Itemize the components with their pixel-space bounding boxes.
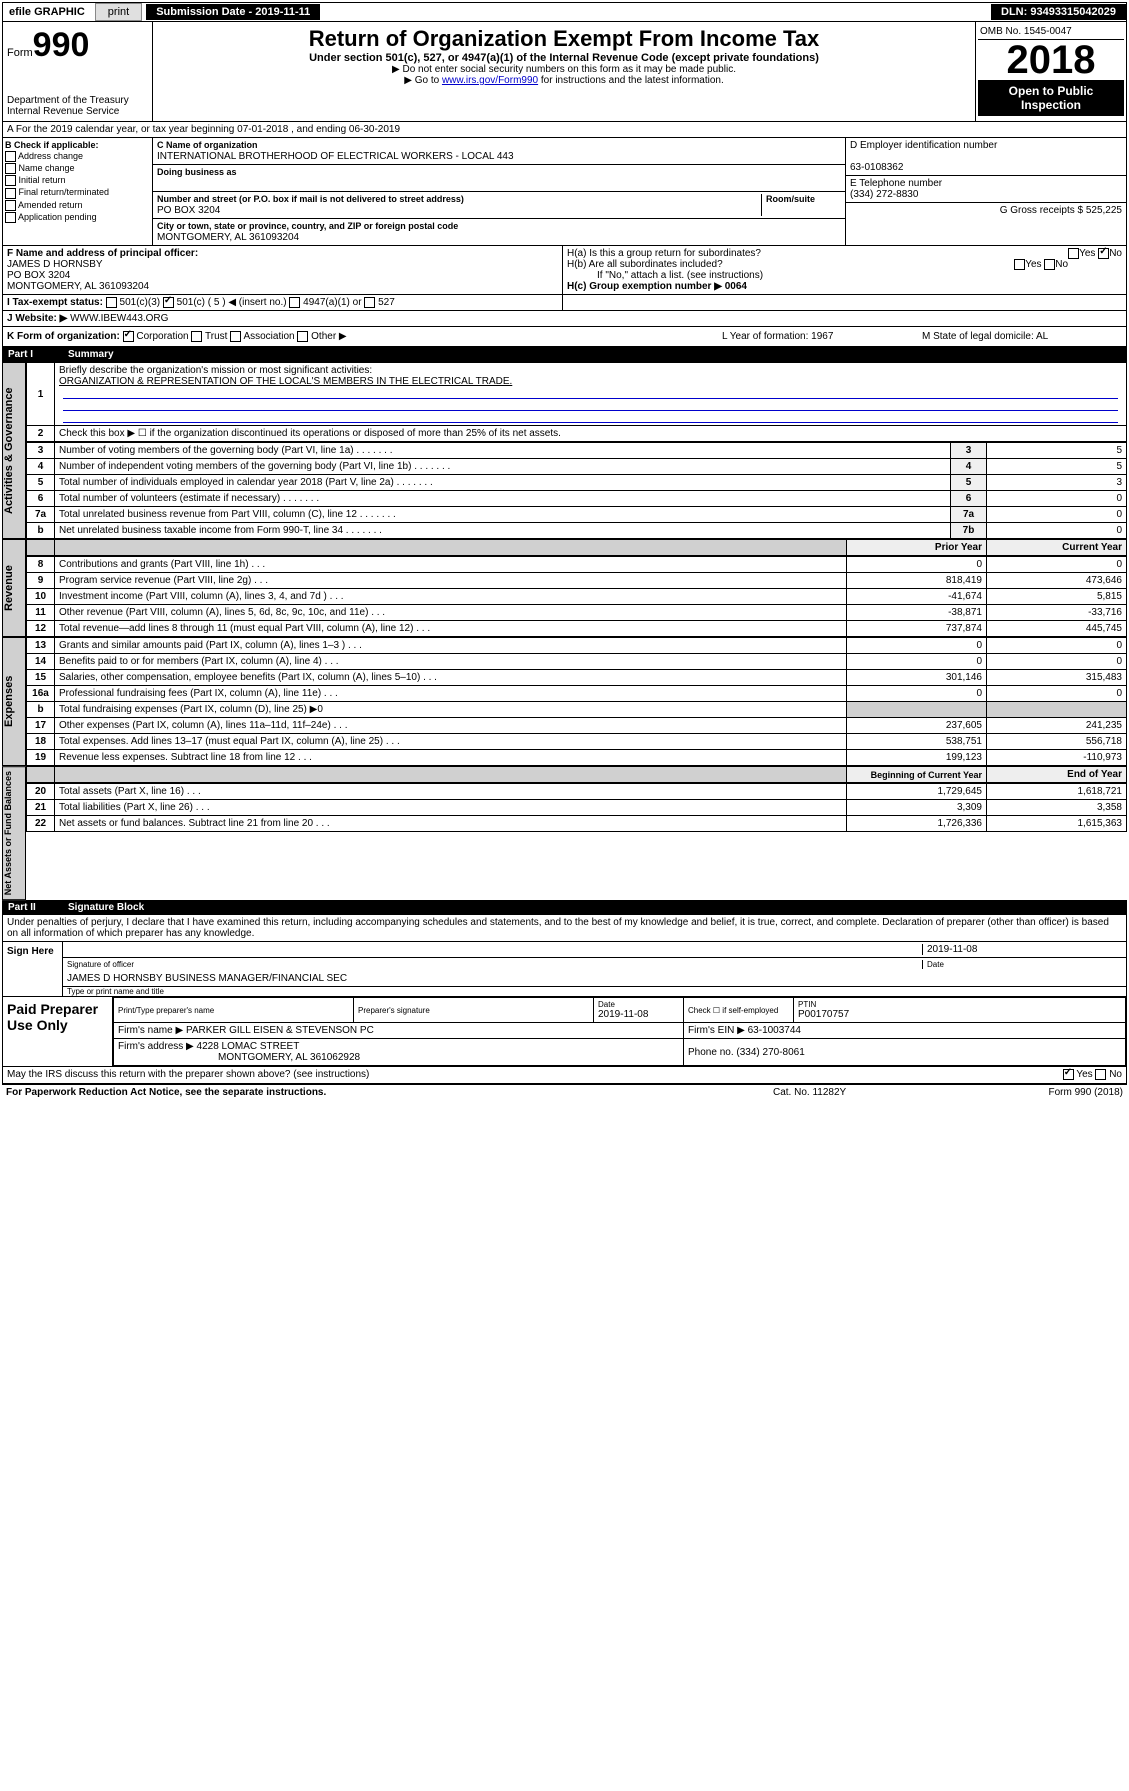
trust-checkbox[interactable] bbox=[191, 331, 202, 342]
expenses-label: Expenses bbox=[2, 637, 26, 766]
paid-preparer-label: Paid Preparer Use Only bbox=[3, 997, 113, 1066]
table-row: 10Investment income (Part VIII, column (… bbox=[27, 589, 1127, 605]
table-row: 22Net assets or fund balances. Subtract … bbox=[27, 816, 1127, 832]
table-row: 8Contributions and grants (Part VIII, li… bbox=[27, 557, 1127, 573]
amended-return-checkbox[interactable] bbox=[5, 200, 16, 211]
officer-signature: JAMES D HORNSBY BUSINESS MANAGER/FINANCI… bbox=[67, 973, 1122, 984]
dept: Department of the Treasury Internal Reve… bbox=[7, 95, 148, 117]
other-checkbox[interactable] bbox=[297, 331, 308, 342]
print-button[interactable]: print bbox=[95, 3, 142, 21]
col-b: B Check if applicable: Address change Na… bbox=[3, 138, 153, 245]
table-row: 4Number of independent voting members of… bbox=[27, 459, 1127, 475]
mission: ORGANIZATION & REPRESENTATION OF THE LOC… bbox=[59, 376, 512, 387]
table-row: 9Program service revenue (Part VIII, lin… bbox=[27, 573, 1127, 589]
hb-yes[interactable] bbox=[1014, 259, 1025, 270]
527-checkbox[interactable] bbox=[364, 297, 375, 308]
table-row: 6Total number of volunteers (estimate if… bbox=[27, 491, 1127, 507]
address: PO BOX 3204 bbox=[157, 205, 220, 216]
tax-year: 2018 bbox=[978, 40, 1124, 80]
table-row: bNet unrelated business taxable income f… bbox=[27, 523, 1127, 539]
revenue-label: Revenue bbox=[2, 539, 26, 637]
501c3-checkbox[interactable] bbox=[106, 297, 117, 308]
table-row: 21Total liabilities (Part X, line 26) . … bbox=[27, 800, 1127, 816]
period-row: A For the 2019 calendar year, or tax yea… bbox=[2, 122, 1127, 138]
501c-checkbox[interactable] bbox=[163, 297, 174, 308]
info-box: B Check if applicable: Address change Na… bbox=[2, 138, 1127, 246]
discuss-question: May the IRS discuss this return with the… bbox=[7, 1069, 1063, 1080]
cat-no: Cat. No. 11282Y bbox=[773, 1087, 973, 1098]
ein: 63-0108362 bbox=[850, 162, 903, 173]
governance-label: Activities & Governance bbox=[2, 362, 26, 539]
hb-no[interactable] bbox=[1044, 259, 1055, 270]
firm-ein: 63-1003744 bbox=[748, 1025, 801, 1036]
part2-header: Part II Signature Block bbox=[2, 900, 1127, 915]
ha-no[interactable] bbox=[1098, 248, 1109, 259]
part1-header: Part I Summary bbox=[2, 347, 1127, 362]
4947-checkbox[interactable] bbox=[289, 297, 300, 308]
form-word: Form bbox=[7, 47, 33, 59]
form-subtitle: Under section 501(c), 527, or 4947(a)(1)… bbox=[157, 52, 971, 64]
form-title: Return of Organization Exempt From Incom… bbox=[157, 26, 971, 52]
discuss-yes[interactable] bbox=[1063, 1069, 1074, 1080]
instructions-link[interactable]: www.irs.gov/Form990 bbox=[442, 75, 538, 86]
corp-checkbox[interactable] bbox=[123, 331, 134, 342]
form-footer: Form 990 (2018) bbox=[973, 1087, 1123, 1098]
group-exemption: H(c) Group exemption number ▶ 0064 bbox=[567, 281, 1122, 292]
form-number: 990 bbox=[33, 26, 90, 64]
efile-label: efile GRAPHIC bbox=[3, 4, 91, 20]
year-formation: L Year of formation: 1967 bbox=[722, 331, 922, 342]
note1: ▶ Do not enter social security numbers o… bbox=[157, 64, 971, 75]
note2: ▶ Go to www.irs.gov/Form990 for instruct… bbox=[157, 75, 971, 86]
table-row: 14Benefits paid to or for members (Part … bbox=[27, 654, 1127, 670]
gross-receipts: G Gross receipts $ 525,225 bbox=[1000, 205, 1122, 216]
table-row: 7aTotal unrelated business revenue from … bbox=[27, 507, 1127, 523]
name-change-checkbox[interactable] bbox=[5, 163, 16, 174]
initial-return-checkbox[interactable] bbox=[5, 175, 16, 186]
table-row: 5Total number of individuals employed in… bbox=[27, 475, 1127, 491]
submission-date: Submission Date - 2019-11-11 bbox=[146, 4, 320, 20]
table-row: 18Total expenses. Add lines 13–17 (must … bbox=[27, 734, 1127, 750]
perjury: Under penalties of perjury, I declare th… bbox=[2, 915, 1127, 942]
open-public: Open to Public Inspection bbox=[978, 80, 1124, 116]
header: Form990 Department of the Treasury Inter… bbox=[2, 22, 1127, 122]
ptin: P00170757 bbox=[798, 1009, 1121, 1020]
top-bar: efile GRAPHIC print Submission Date - 20… bbox=[2, 2, 1127, 22]
officer-name: JAMES D HORNSBY bbox=[7, 259, 103, 270]
table-row: 15Salaries, other compensation, employee… bbox=[27, 670, 1127, 686]
table-row: 13Grants and similar amounts paid (Part … bbox=[27, 638, 1127, 654]
preparer-phone: (334) 270-8061 bbox=[736, 1047, 804, 1058]
table-row: bTotal fundraising expenses (Part IX, co… bbox=[27, 702, 1127, 718]
table-row: 3Number of voting members of the governi… bbox=[27, 443, 1127, 459]
table-row: 19Revenue less expenses. Subtract line 1… bbox=[27, 750, 1127, 766]
sign-here-label: Sign Here bbox=[3, 942, 63, 996]
org-name: INTERNATIONAL BROTHERHOOD OF ELECTRICAL … bbox=[157, 151, 514, 162]
phone: (334) 272-8830 bbox=[850, 189, 918, 200]
table-row: 16aProfessional fundraising fees (Part I… bbox=[27, 686, 1127, 702]
ha-yes[interactable] bbox=[1068, 248, 1079, 259]
table-row: 20Total assets (Part X, line 16) . . .1,… bbox=[27, 784, 1127, 800]
table-row: 17Other expenses (Part IX, column (A), l… bbox=[27, 718, 1127, 734]
paperwork-notice: For Paperwork Reduction Act Notice, see … bbox=[6, 1087, 773, 1098]
table-row: 12Total revenue—add lines 8 through 11 (… bbox=[27, 621, 1127, 637]
discuss-no[interactable] bbox=[1095, 1069, 1106, 1080]
netassets-label: Net Assets or Fund Balances bbox=[2, 766, 26, 900]
table-row: 11Other revenue (Part VIII, column (A), … bbox=[27, 605, 1127, 621]
dln: DLN: 93493315042029 bbox=[991, 4, 1126, 20]
firm-name: PARKER GILL EISEN & STEVENSON PC bbox=[186, 1025, 374, 1036]
assoc-checkbox[interactable] bbox=[230, 331, 241, 342]
city: MONTGOMERY, AL 361093204 bbox=[157, 232, 299, 243]
state-domicile: M State of legal domicile: AL bbox=[922, 331, 1122, 342]
final-return-checkbox[interactable] bbox=[5, 188, 16, 199]
application-pending-checkbox[interactable] bbox=[5, 212, 16, 223]
website-link[interactable]: WWW.IBEW443.ORG bbox=[70, 313, 168, 324]
address-change-checkbox[interactable] bbox=[5, 151, 16, 162]
